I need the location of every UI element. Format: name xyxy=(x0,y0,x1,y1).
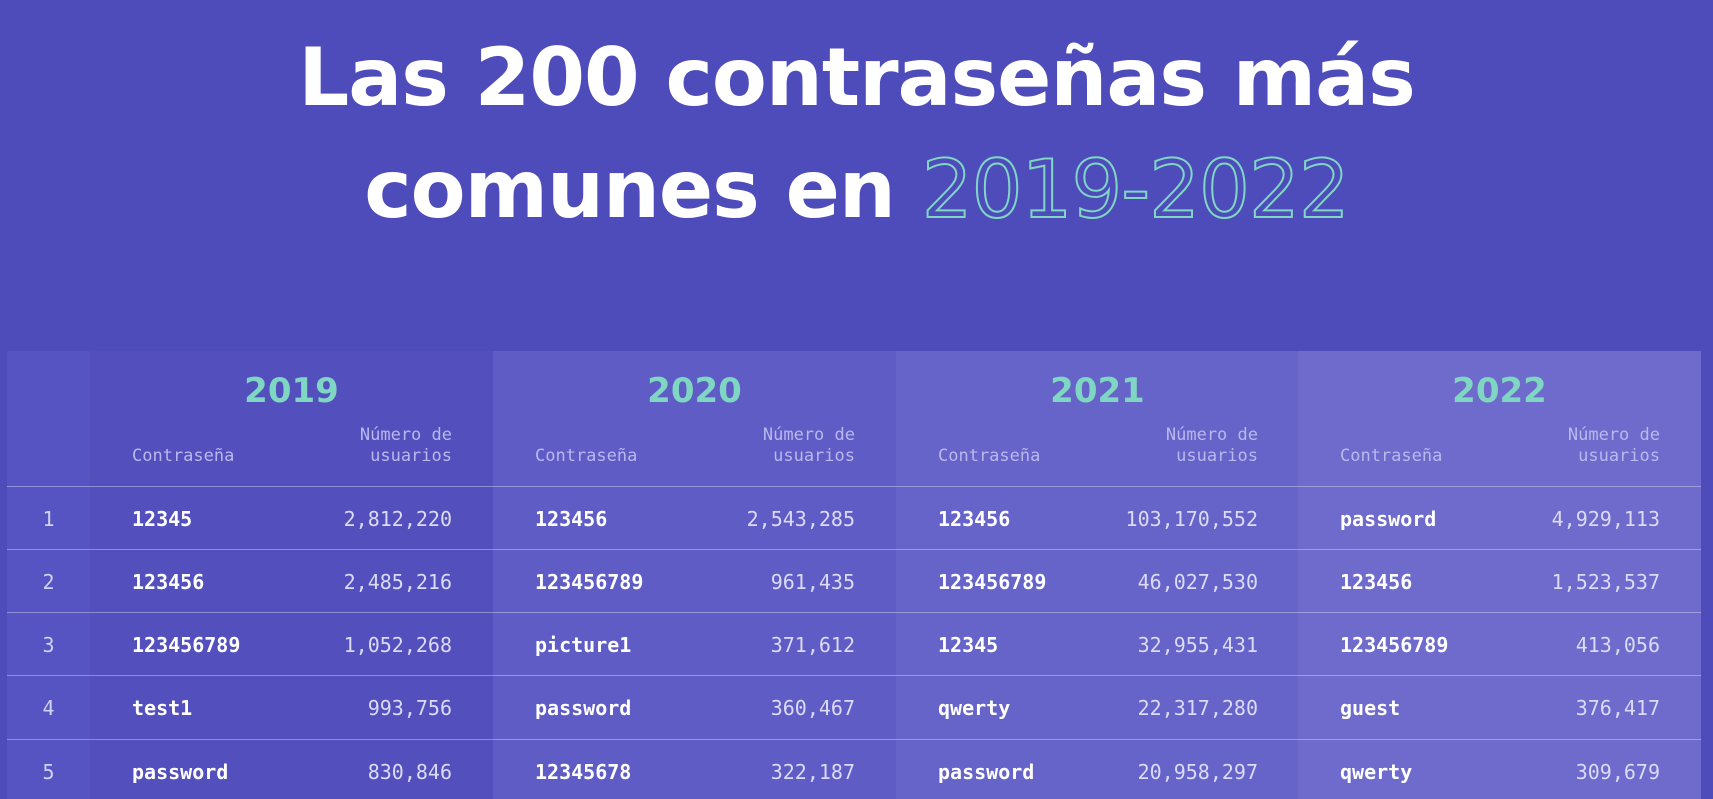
password-cell: picture1 xyxy=(535,633,632,657)
password-cell: password xyxy=(535,696,632,720)
rank-column-bg xyxy=(7,351,90,799)
header-users-line1: Número de xyxy=(1165,425,1258,445)
users-count-cell: 371,612 xyxy=(770,633,855,657)
header-users: Número de usuarios xyxy=(1046,425,1258,467)
users-count-cell: 830,846 xyxy=(367,760,452,784)
users-count-cell: 20,958,297 xyxy=(1137,760,1258,784)
rank-cell: 3 xyxy=(42,633,55,657)
password-cell: 12345 xyxy=(938,633,999,657)
users-count-cell: 2,543,285 xyxy=(746,507,855,531)
password-cell: password xyxy=(132,760,229,784)
year-heading: 2020 xyxy=(647,371,742,411)
password-cell: test1 xyxy=(132,696,193,720)
password-cell: qwerty xyxy=(938,696,1011,720)
users-count-cell: 4,929,113 xyxy=(1551,507,1660,531)
password-cell: 123456789 xyxy=(535,570,644,594)
header-users-line1: Número de xyxy=(1567,425,1660,445)
header-users-line2: usuarios xyxy=(1176,446,1258,466)
password-cell: password xyxy=(1340,507,1437,531)
header-users-line2: usuarios xyxy=(370,446,452,466)
header-users: Número de usuarios xyxy=(1448,425,1660,467)
rank-cell: 4 xyxy=(42,696,55,720)
title-line-2-prefix: comunes en xyxy=(364,143,922,236)
header-users-line2: usuarios xyxy=(773,446,855,466)
users-count-cell: 1,052,268 xyxy=(343,633,452,657)
users-count-cell: 2,812,220 xyxy=(343,507,452,531)
password-cell: guest xyxy=(1340,696,1401,720)
year-heading: 2021 xyxy=(1050,371,1145,411)
users-count-cell: 46,027,530 xyxy=(1137,570,1258,594)
title-year-range: 2019-2022 xyxy=(921,142,1351,237)
row-divider xyxy=(7,549,1701,550)
header-users-line2: usuarios xyxy=(1578,446,1660,466)
users-count-cell: 309,679 xyxy=(1575,760,1660,784)
users-count-cell: 32,955,431 xyxy=(1137,633,1258,657)
password-cell: 123456 xyxy=(535,507,608,531)
password-cell: password xyxy=(938,760,1035,784)
column-bg-2019 xyxy=(90,351,493,799)
year-heading: 2022 xyxy=(1452,371,1547,411)
users-count-cell: 22,317,280 xyxy=(1137,696,1258,720)
column-bg-2021 xyxy=(896,351,1298,799)
passwords-table: 1 2 3 4 5 2019 Contraseña Número de usuarios 1234… xyxy=(7,351,1701,799)
password-cell: 12345678 xyxy=(535,760,632,784)
rank-cell: 5 xyxy=(42,760,55,784)
users-count-cell: 360,467 xyxy=(770,696,855,720)
password-cell: 123456789 xyxy=(132,633,241,657)
header-password: Contraseña xyxy=(1340,446,1443,466)
header-users: Número de usuarios xyxy=(240,425,452,467)
users-count-cell: 103,170,552 xyxy=(1125,507,1258,531)
header-password: Contraseña xyxy=(938,446,1041,466)
column-bg-2022 xyxy=(1298,351,1701,799)
users-count-cell: 413,056 xyxy=(1575,633,1660,657)
title-line-1: Las 200 contraseñas más xyxy=(298,31,1416,124)
year-heading: 2019 xyxy=(244,371,339,411)
header-password: Contraseña xyxy=(535,446,638,466)
row-divider xyxy=(7,675,1701,676)
password-cell: 123456789 xyxy=(1340,633,1449,657)
users-count-cell: 993,756 xyxy=(367,696,452,720)
header-users: Número de usuarios xyxy=(643,425,855,467)
password-cell: 12345 xyxy=(132,507,193,531)
password-cell: 123456 xyxy=(1340,570,1413,594)
row-divider xyxy=(7,739,1701,740)
header-password: Contraseña xyxy=(132,446,235,466)
header-users-line1: Número de xyxy=(762,425,855,445)
row-divider xyxy=(7,486,1701,487)
users-count-cell: 322,187 xyxy=(770,760,855,784)
page-title: Las 200 contraseñas más comunes en 2019-… xyxy=(0,22,1713,246)
rank-cell: 1 xyxy=(42,507,55,531)
password-cell: 123456 xyxy=(938,507,1011,531)
users-count-cell: 1,523,537 xyxy=(1551,570,1660,594)
column-bg-2020 xyxy=(493,351,896,799)
password-cell: 123456789 xyxy=(938,570,1047,594)
users-count-cell: 961,435 xyxy=(770,570,855,594)
users-count-cell: 376,417 xyxy=(1575,696,1660,720)
password-cell: 123456 xyxy=(132,570,205,594)
header-users-line1: Número de xyxy=(359,425,452,445)
users-count-cell: 2,485,216 xyxy=(343,570,452,594)
row-divider xyxy=(7,612,1701,613)
password-cell: qwerty xyxy=(1340,760,1413,784)
rank-cell: 2 xyxy=(42,570,55,594)
